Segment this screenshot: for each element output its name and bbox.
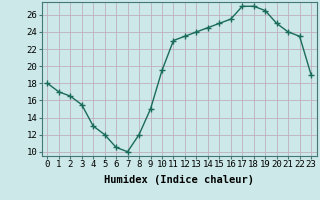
X-axis label: Humidex (Indice chaleur): Humidex (Indice chaleur)	[104, 175, 254, 185]
